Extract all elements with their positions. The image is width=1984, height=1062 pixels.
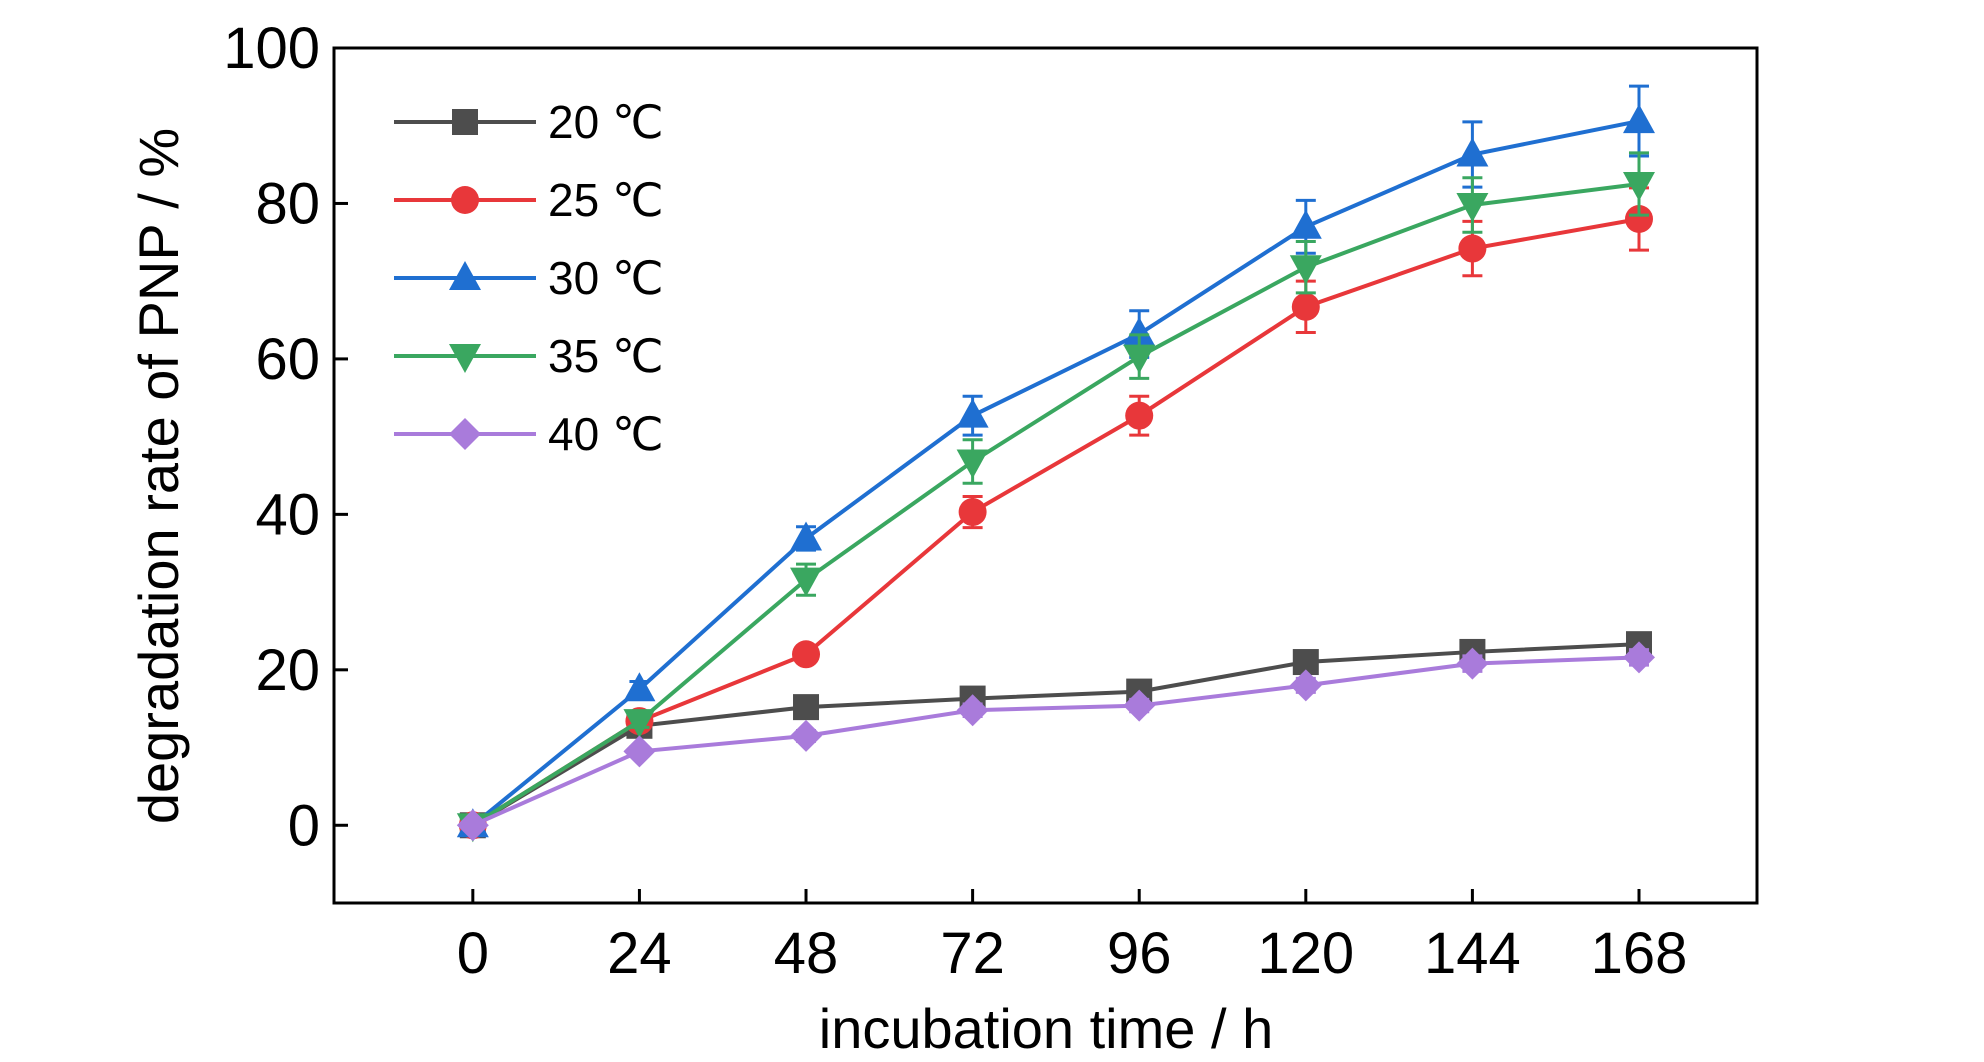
data-point	[1123, 317, 1156, 347]
data-point	[1622, 104, 1655, 134]
legend-marker	[449, 418, 481, 450]
data-point	[792, 640, 821, 669]
x-tick-label: 0	[457, 921, 489, 986]
data-point	[790, 521, 823, 551]
x-tick-label: 72	[940, 921, 1005, 986]
data-point	[456, 809, 489, 842]
x-axis: 0 24 48 72 96 120 144 168	[457, 889, 1688, 986]
series-line	[471, 119, 1640, 827]
x-tick-label: 96	[1107, 921, 1172, 986]
data-point	[958, 498, 987, 527]
y-tick-label: 100	[223, 16, 320, 81]
legend-item: 35 ℃	[394, 330, 664, 382]
legend-label: 40 ℃	[548, 408, 664, 460]
data-point	[956, 398, 989, 428]
y-tick-label: 20	[255, 638, 320, 703]
y-tick-label: 40	[255, 482, 320, 547]
plot-frame	[332, 46, 1759, 905]
legend: 20 ℃ 25 ℃ 30 ℃ 35 ℃ 40 ℃	[394, 96, 664, 460]
data-point	[793, 694, 820, 721]
x-tick-label: 120	[1257, 921, 1354, 986]
data-point	[623, 709, 656, 739]
x-tick-label: 48	[774, 921, 839, 986]
data-point	[1622, 641, 1655, 674]
legend-label: 20 ℃	[548, 96, 664, 148]
data-point	[1458, 234, 1487, 263]
data-point	[623, 735, 656, 768]
series-line	[472, 655, 1640, 828]
series-group	[456, 84, 1655, 843]
data-point	[1123, 344, 1156, 374]
series-line	[471, 217, 1640, 827]
data-point	[790, 567, 823, 597]
legend-label: 30 ℃	[548, 252, 664, 304]
legend-label: 25 ℃	[548, 174, 664, 226]
data-point	[1123, 689, 1156, 722]
data-point	[956, 449, 989, 479]
series-4	[456, 641, 1655, 842]
x-tick-label: 144	[1424, 921, 1521, 986]
legend-label: 35 ℃	[548, 330, 664, 382]
data-point	[1125, 401, 1154, 430]
y-axis: 0 20 40 60 80 100	[223, 16, 348, 858]
legend-marker	[449, 261, 481, 290]
legend-marker	[452, 109, 478, 135]
legend-item: 30 ℃	[394, 252, 664, 304]
x-tick-label: 24	[607, 921, 672, 986]
legend-marker	[449, 344, 481, 373]
data-point	[1456, 193, 1489, 223]
legend-marker	[451, 186, 479, 214]
series-2	[456, 84, 1655, 838]
y-tick-label: 60	[255, 327, 320, 392]
data-point	[1456, 647, 1489, 680]
data-point	[1622, 172, 1655, 202]
y-tick-label: 0	[288, 793, 320, 858]
data-point	[1456, 137, 1489, 167]
data-point	[1289, 255, 1322, 285]
data-point	[956, 694, 989, 727]
legend-item: 20 ℃	[394, 96, 664, 148]
data-point	[1289, 669, 1322, 702]
data-point	[790, 719, 823, 752]
data-point	[1291, 292, 1320, 321]
x-axis-title: incubation time / h	[819, 997, 1273, 1060]
x-tick-label: 168	[1591, 921, 1688, 986]
legend-item: 25 ℃	[394, 174, 664, 226]
legend-item: 40 ℃	[394, 408, 664, 460]
series-line	[471, 182, 1640, 827]
data-point	[623, 672, 656, 702]
data-point	[1624, 205, 1653, 233]
y-tick-label: 80	[255, 171, 320, 236]
data-point	[1289, 209, 1322, 239]
y-axis-title: degradation rate of PNP / %	[127, 128, 190, 824]
series-line	[471, 642, 1640, 827]
